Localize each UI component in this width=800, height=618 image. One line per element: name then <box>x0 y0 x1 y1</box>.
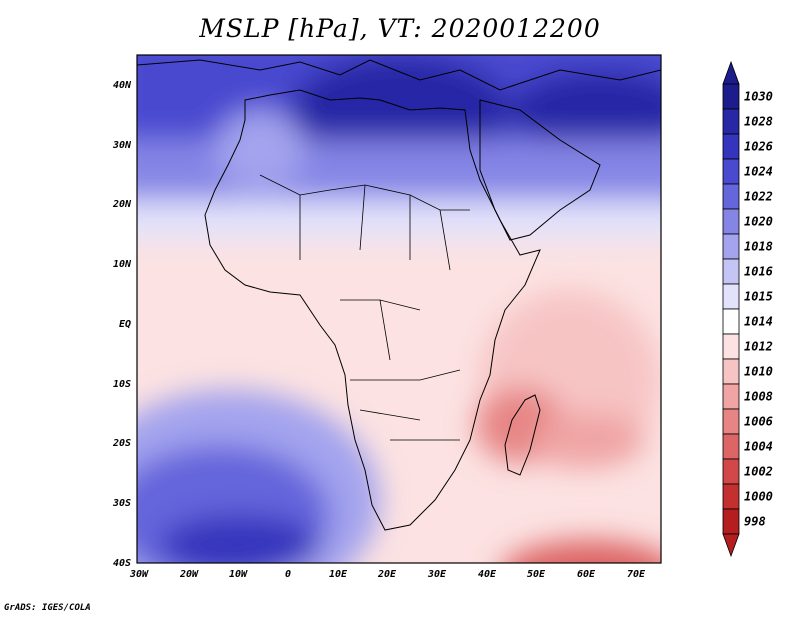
colorbar-label: 1015 <box>744 290 773 304</box>
colorbar: 1030 1028 1026 1024 1022 1020 1018 1016 1015 1014… <box>722 60 773 558</box>
colorbar-label: 1006 <box>744 415 773 429</box>
lon-labels: 30W 20W 10W 0 10E 20E 30E 40E 50E 60E 70… <box>129 569 646 580</box>
pressure-field <box>137 55 661 563</box>
lon-label: 40E <box>478 569 497 580</box>
colorbar-label: 1008 <box>744 390 773 404</box>
africa-coastline <box>204 89 541 531</box>
map-frame <box>136 54 662 564</box>
field-southern-ocean-low <box>505 540 661 563</box>
europe-coast <box>137 59 661 91</box>
colorbar-label: 998 <box>744 515 766 529</box>
colorbar-cell <box>722 383 740 410</box>
colorbar-label: 1004 <box>744 440 773 454</box>
colorbar-cell <box>722 458 740 485</box>
lat-label: 40N <box>113 80 132 91</box>
lon-label: 30W <box>129 569 149 580</box>
field-west-ridge <box>215 110 305 190</box>
lat-label: 30N <box>112 140 132 151</box>
colorbar-label: 1022 <box>744 190 773 204</box>
colorbar-top-arrow <box>722 60 740 85</box>
field-north-high-core <box>290 55 510 165</box>
colorbar-label: 1020 <box>744 215 773 229</box>
lat-label: 40S <box>113 558 131 569</box>
colorbar-label: 1002 <box>744 465 773 479</box>
colorbar-label: 1016 <box>744 265 773 279</box>
coastlines <box>137 59 661 531</box>
colorbar-cell <box>722 158 740 185</box>
colorbar-label: 1000 <box>744 490 773 504</box>
lat-labels: 40N 30N 20N 10N EQ 10S 20S 30S 40S <box>112 80 132 569</box>
lon-label: 0 <box>285 569 291 580</box>
colorbar-cell <box>722 133 740 160</box>
lon-label: 70E <box>627 569 646 580</box>
lat-label: 20N <box>112 199 132 210</box>
colorbar-cell <box>722 358 740 385</box>
lon-label: 50E <box>527 569 546 580</box>
colorbar-cell <box>722 108 740 135</box>
field-south-atlantic-core <box>160 515 320 563</box>
colorbar-label: 1026 <box>744 140 773 154</box>
field-mascarene-low <box>535 412 645 468</box>
field-south-atlantic-high <box>137 445 330 563</box>
lon-label: 30E <box>427 569 447 580</box>
colorbar-label: 1024 <box>744 165 773 179</box>
colorbar-cell <box>722 83 740 110</box>
colorbar-label: 1030 <box>744 90 773 104</box>
lat-label: 30S <box>112 498 131 509</box>
colorbar-label: 1012 <box>744 340 773 354</box>
colorbar-cell <box>722 258 740 285</box>
lat-label: 10N <box>113 259 132 270</box>
colorbar-cell <box>722 208 740 235</box>
lat-label: 10S <box>113 379 131 390</box>
colorbar-cell <box>722 433 740 460</box>
colorbar-cell <box>722 233 740 260</box>
arabia <box>479 99 601 241</box>
colorbar-label: 1014 <box>744 315 773 329</box>
lat-label: EQ <box>119 319 131 330</box>
colorbar-bottom-arrow <box>722 533 740 558</box>
colorbar-cell <box>722 183 740 210</box>
lon-label: 60E <box>577 569 596 580</box>
colorbar-label: 1010 <box>744 365 773 379</box>
field-north-high-east <box>510 70 661 150</box>
colorbar-cell <box>722 408 740 435</box>
lon-label: 20E <box>377 569 397 580</box>
colorbar-cell <box>722 508 740 535</box>
colorbar-cell <box>722 308 740 335</box>
border-lines <box>259 174 470 441</box>
colorbar-cell <box>722 283 740 310</box>
lon-label: 20W <box>179 569 199 580</box>
chart-title: MSLP [hPa], VT: 2020012200 <box>199 14 601 43</box>
credit-text: GrADS: IGES/COLA <box>4 603 91 613</box>
colorbar-label: 1028 <box>744 115 773 129</box>
colorbar-label: 1018 <box>744 240 773 254</box>
lon-label: 10W <box>229 569 248 580</box>
field-sahel-band <box>137 200 661 240</box>
colorbar-cell <box>722 483 740 510</box>
field-sahara-band <box>137 140 661 210</box>
lat-label: 20S <box>112 438 131 449</box>
madagascar <box>504 394 541 476</box>
lon-label: 10E <box>329 569 348 580</box>
colorbar-cell <box>722 333 740 360</box>
